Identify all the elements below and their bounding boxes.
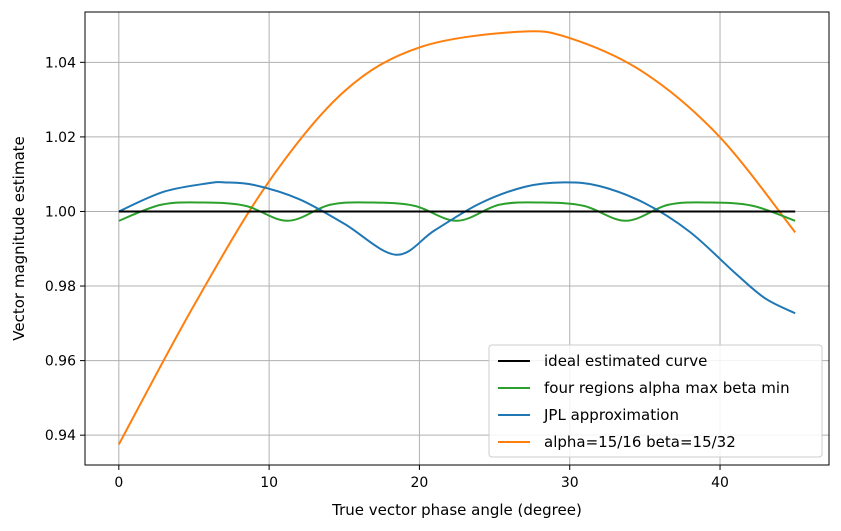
y-tick-label: 0.98 <box>45 279 76 295</box>
x-tick-label: 0 <box>114 475 123 491</box>
legend-box <box>488 344 823 458</box>
y-tick-label: 1.04 <box>45 55 76 71</box>
y-tick-label: 0.96 <box>45 354 76 370</box>
x-tick-label: 20 <box>411 475 429 491</box>
y-axis-label: Vector magnitude estimate <box>10 136 28 340</box>
x-tick-label: 10 <box>260 475 278 491</box>
legend-entry: JPL approximation <box>543 406 679 424</box>
series-line-four-regions-alpha-max-beta-min <box>118 201 796 222</box>
legend-entry: ideal estimated curve <box>544 352 707 370</box>
y-tick-label: 1.00 <box>45 204 76 220</box>
legend-entry: alpha=15/16 beta=15/32 <box>544 433 736 451</box>
x-axis-label: True vector phase angle (degree) <box>331 501 582 519</box>
x-tick-label: 30 <box>561 475 579 491</box>
series-line-alpha-15-16-beta-15-32 <box>117 30 796 445</box>
axis-ticks: 0 10 20 30 40 0.94 0.96 0.98 1.00 1.02 1.04 <box>45 55 729 491</box>
series-line-jpl-approximation <box>118 181 796 315</box>
y-tick-label: 0.94 <box>45 428 76 444</box>
series-layer <box>117 30 796 445</box>
plot-area-frame <box>84 11 830 466</box>
legend: ideal estimated curve four regions alpha … <box>488 344 823 458</box>
x-tick-label: 40 <box>711 475 729 491</box>
legend-entry: four regions alpha max beta min <box>544 379 790 397</box>
y-tick-label: 1.02 <box>45 130 76 146</box>
